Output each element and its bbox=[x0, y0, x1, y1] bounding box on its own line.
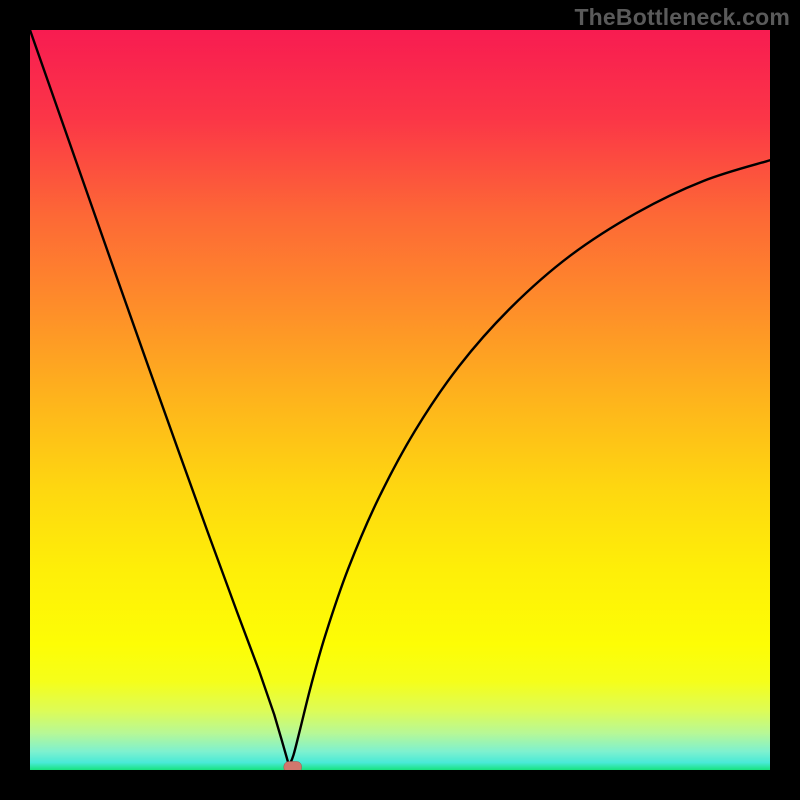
minimum-marker bbox=[284, 761, 302, 770]
gradient-background bbox=[30, 30, 770, 770]
chart-container: TheBottleneck.com bbox=[0, 0, 800, 800]
watermark-text: TheBottleneck.com bbox=[574, 4, 790, 31]
plot-area bbox=[30, 30, 770, 770]
chart-svg bbox=[30, 30, 770, 770]
